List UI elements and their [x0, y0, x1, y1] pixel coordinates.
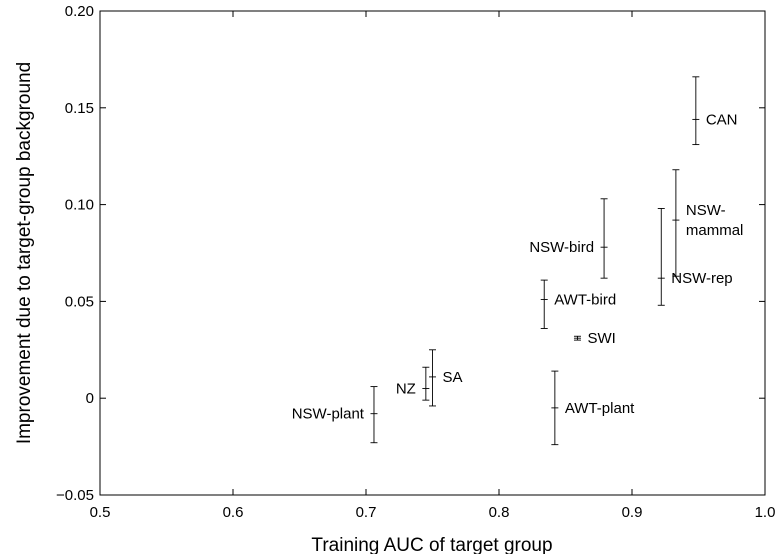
x-axis: 0.5 0.6 0.7 0.8 0.9 1.0	[90, 11, 776, 521]
x-tick-label: 0.8	[489, 504, 510, 521]
point-label: SWI	[587, 330, 615, 347]
y-tick-label: 0.10	[65, 197, 94, 214]
x-tick-label: 0.6	[223, 504, 244, 521]
error-bar-point: NSW-bird	[529, 198, 608, 279]
x-tick-label: 1.0	[755, 504, 776, 521]
error-bar-point: NZ	[396, 366, 430, 401]
y-tick-label: 0.15	[65, 100, 94, 117]
error-bar-point: SA	[429, 349, 463, 407]
plot-area-frame	[99, 10, 766, 496]
x-tick-label: 0.7	[356, 504, 377, 521]
error-bar-point: CAN	[692, 76, 738, 146]
y-tick-label: −0.05	[56, 487, 94, 504]
error-bar-point: NSW-rep	[657, 208, 733, 306]
point-label: AWT-plant	[565, 400, 635, 417]
data-points: CAN NSW-mammal NSW-rep NSW-bird AWT-bird SWI S…	[292, 76, 744, 446]
error-bar-point: SWI	[573, 330, 616, 347]
y-axis: −0.05 0 0.05 0.10 0.15 0.20	[56, 3, 765, 504]
x-tick-label: 0.9	[622, 504, 643, 521]
error-bar-point: AWT-bird	[540, 279, 616, 329]
point-label: NSW-bird	[529, 239, 594, 256]
point-label: NZ	[396, 381, 416, 398]
y-tick-label: 0.05	[65, 293, 94, 310]
y-tick-label: 0	[86, 390, 94, 407]
point-label: NSW-plant	[292, 406, 365, 423]
x-axis-title: Training AUC of target group	[311, 535, 552, 554]
point-label: NSW-rep	[671, 270, 732, 287]
y-tick-label: 0.20	[65, 3, 94, 20]
point-label: NSW-mammal	[686, 202, 744, 239]
point-label: AWT-bird	[554, 291, 616, 308]
x-tick-label: 0.5	[90, 504, 111, 521]
point-label: CAN	[706, 111, 738, 128]
error-bar-point: NSW-mammal	[672, 169, 744, 277]
error-bar-point: AWT-plant	[551, 370, 635, 446]
point-label: SA	[443, 369, 463, 386]
error-bar-point: NSW-plant	[292, 386, 378, 444]
y-axis-title: Improvement due to target-group backgrou…	[14, 62, 35, 444]
